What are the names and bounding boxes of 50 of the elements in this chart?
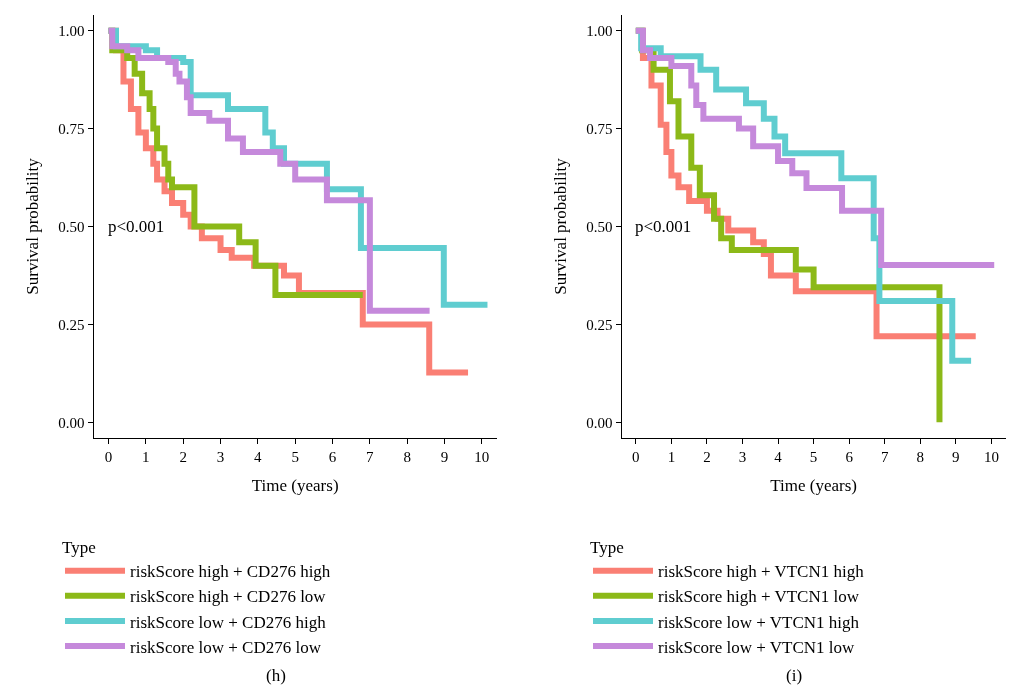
x-tick-label: 0 — [632, 449, 640, 465]
x-tick-label: 2 — [179, 449, 187, 465]
x-tick-label: 6 — [328, 449, 337, 465]
y-axis-title: Survival probability — [22, 157, 42, 295]
x-tick-label: 10 — [983, 449, 999, 465]
x-tick-label: 4 — [254, 449, 263, 465]
legend-title: Type — [590, 538, 624, 558]
annotation: p<0.001 — [108, 217, 165, 236]
y-tick-label: 0.00 — [58, 414, 85, 431]
x-tick-label: 3 — [738, 449, 747, 465]
x-tick-label: 10 — [474, 449, 490, 465]
x-tick-label: 2 — [703, 449, 711, 465]
x-tick-label: 6 — [845, 449, 854, 465]
y-tick-label: 0.50 — [58, 218, 85, 235]
legend-label: riskScore low + VTCN1 high — [658, 612, 860, 632]
x-tick-label: 1 — [667, 449, 676, 465]
legend-title: Type — [62, 538, 96, 558]
x-tick-label: 5 — [291, 449, 299, 465]
y-tick-label: 1.00 — [586, 22, 613, 39]
legend-label: riskScore low + CD276 low — [130, 637, 322, 657]
x-tick-label: 9 — [952, 449, 960, 465]
y-tick-label: 0.25 — [58, 316, 85, 333]
x-tick-label: 8 — [403, 449, 411, 465]
legend-label: riskScore high + VTCN1 low — [658, 587, 860, 607]
legend-label: riskScore high + VTCN1 high — [658, 562, 865, 582]
y-tick-label: 0.00 — [586, 414, 613, 431]
y-tick-label: 0.75 — [58, 120, 85, 137]
x-tick-label: 1 — [142, 449, 150, 465]
text: (h) — [266, 666, 286, 685]
y-tick-label: 0.25 — [586, 316, 613, 333]
x-tick-label: 7 — [880, 449, 889, 465]
x-tick-label: 5 — [809, 449, 818, 465]
y-tick-label: 0.50 — [586, 218, 613, 235]
x-tick-label: 9 — [440, 449, 449, 465]
legend-label: riskScore high + CD276 high — [130, 562, 331, 582]
x-axis-title: Time (years) — [770, 476, 857, 496]
x-tick-label: 4 — [774, 449, 783, 465]
legend-label: riskScore high + CD276 low — [130, 587, 327, 607]
y-axis-title: Survival probability — [550, 157, 570, 295]
text: (i) — [786, 666, 803, 685]
annotation: p<0.001 — [635, 217, 692, 236]
x-tick-label: 7 — [366, 449, 375, 465]
x-tick-label: 3 — [216, 449, 225, 465]
x-tick-label: 0 — [104, 449, 113, 465]
legend-label: riskScore low + CD276 high — [130, 612, 327, 632]
x-axis-title: Time (years) — [251, 476, 339, 496]
x-tick-label: 8 — [916, 449, 925, 465]
y-tick-label: 1.00 — [58, 22, 85, 39]
y-tick-label: 0.75 — [586, 120, 613, 137]
legend-label: riskScore low + VTCN1 low — [658, 637, 855, 657]
